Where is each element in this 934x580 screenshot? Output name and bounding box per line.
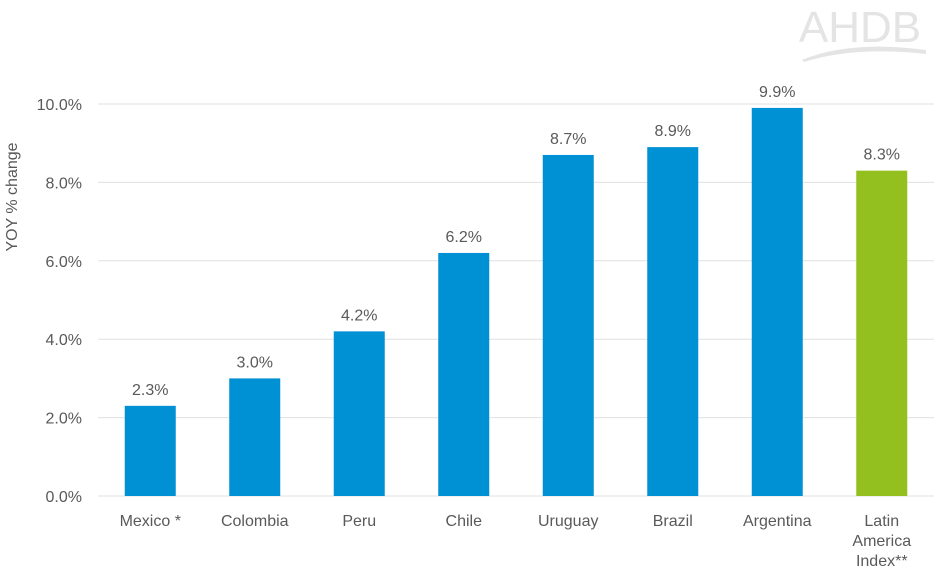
logo: AHDB (790, 2, 930, 62)
ahdb-logo-icon: AHDB (799, 3, 926, 62)
y-tick-label: 6.0% (46, 254, 82, 271)
logo-text: AHDB (799, 3, 921, 52)
x-tick-label: Brazil (653, 513, 693, 530)
bar (751, 107, 803, 497)
y-tick-label: 10.0% (37, 97, 82, 114)
bar (124, 405, 176, 496)
data-label: 6.2% (446, 229, 482, 246)
x-tick-label: Colombia (221, 513, 289, 530)
data-label: 8.7% (550, 131, 586, 148)
bar (542, 154, 594, 496)
data-label: 3.0% (237, 354, 273, 371)
data-label: 8.9% (655, 123, 691, 140)
y-tick-label: 2.0% (46, 411, 82, 428)
y-tick-label: 8.0% (46, 175, 82, 192)
bar (333, 331, 385, 496)
data-label: 8.3% (864, 147, 900, 164)
bar (229, 378, 281, 496)
y-tick-label: 0.0% (46, 489, 82, 506)
data-label: 9.9% (759, 84, 795, 101)
data-label: 4.2% (341, 307, 377, 324)
x-tick-label: Uruguay (538, 513, 598, 530)
x-tick-label: Chile (446, 513, 483, 530)
bar (647, 147, 699, 496)
x-tick-label: Argentina (743, 513, 812, 530)
x-tick-label: Mexico * (120, 513, 181, 530)
x-tick-label: Peru (342, 513, 376, 530)
x-tick-label: America (852, 533, 911, 550)
x-tick-label: Index** (856, 553, 908, 570)
bar (856, 170, 908, 496)
bar (438, 252, 490, 496)
y-tick-label: 4.0% (46, 332, 82, 349)
x-tick-label: Latin (864, 513, 899, 530)
data-label: 2.3% (132, 382, 168, 399)
